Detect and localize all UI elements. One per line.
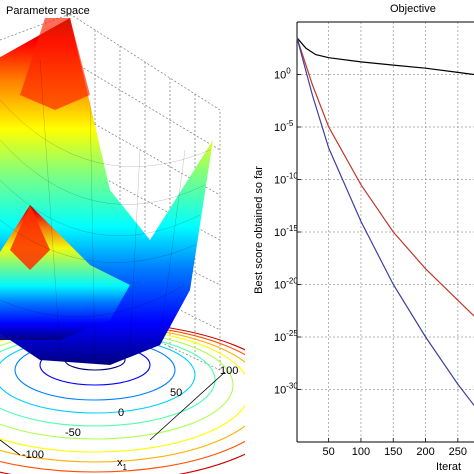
y-tick-label: 10-25 bbox=[274, 329, 298, 344]
y-tick-label: 10-15 bbox=[274, 224, 298, 239]
surface-grid-lines bbox=[0, 13, 221, 371]
y-tick-label: 100 bbox=[274, 67, 291, 82]
surface-plot bbox=[0, 13, 245, 474]
convergence-y-label: Best score obtained so far bbox=[253, 166, 265, 294]
surface-mesh bbox=[0, 18, 213, 365]
x-tick-label: 200 bbox=[416, 446, 434, 458]
surface-x-tick: 100 bbox=[220, 365, 238, 377]
surface-x-label-sub: 1 bbox=[123, 463, 128, 472]
x-tick-label: 100 bbox=[352, 446, 370, 458]
series-line-2 bbox=[296, 37, 474, 317]
x-tick-label: 50 bbox=[323, 446, 335, 458]
right-panel-title: Objective bbox=[390, 3, 436, 15]
x-tick-label: 250 bbox=[449, 446, 467, 458]
series-line-3 bbox=[296, 37, 474, 406]
y-tick-label: 10-30 bbox=[274, 382, 298, 397]
surface-x-label: x1 bbox=[117, 457, 128, 472]
surface-x-tick: 0 bbox=[118, 407, 124, 419]
convergence-x-label: Iterat bbox=[436, 461, 461, 473]
surface-x-tick: -50 bbox=[65, 427, 81, 439]
left-panel-title: Parameter space bbox=[6, 5, 90, 17]
surface-axes bbox=[0, 371, 226, 456]
x-tick-label: 150 bbox=[384, 446, 402, 458]
series-line-1 bbox=[296, 37, 474, 76]
surface-x-label-main: x bbox=[117, 457, 123, 469]
surface-x-tick: 50 bbox=[170, 387, 182, 399]
y-tick-label: 10-5 bbox=[274, 119, 294, 134]
surface-labels: Parameter space -100 -50 0 50 100 x1 bbox=[6, 5, 238, 472]
surface-x-tick: -100 bbox=[22, 449, 44, 461]
y-tick-label: 10-10 bbox=[274, 172, 298, 187]
y-tick-label: 10-20 bbox=[274, 277, 298, 292]
convergence-plot: 50 100 150 200 250 100 10-5 10-10 10-15 10-20 10-2… bbox=[274, 21, 474, 458]
